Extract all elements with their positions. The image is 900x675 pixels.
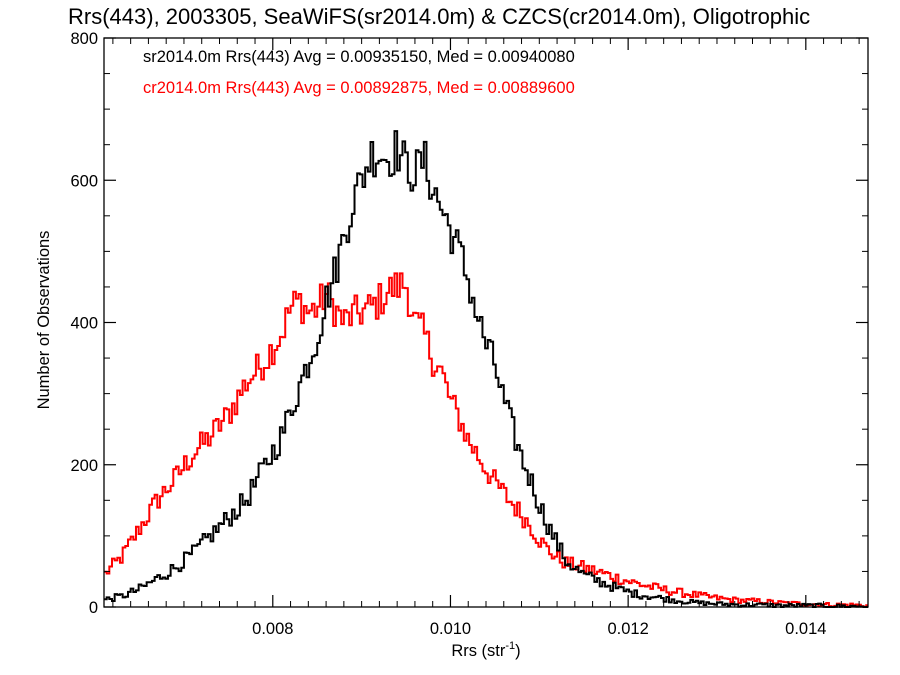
chart-title: Rrs(443), 2003305, SeaWiFS(sr2014.0m) & … <box>68 4 810 29</box>
y-tick-label: 600 <box>70 172 98 190</box>
histogram-series-sr <box>104 130 868 608</box>
plot-frame <box>103 37 869 608</box>
x-axis-label-superscript: -1 <box>505 640 515 652</box>
y-axis-ticks: 0 200 400 600 800 <box>70 30 868 617</box>
x-axis-ticks: 0.008 0.010 0.012 0.014 <box>112 38 860 638</box>
y-tick-label: 400 <box>70 315 98 333</box>
y-tick-label: 800 <box>70 30 98 48</box>
histogram-series-cr <box>104 272 868 608</box>
x-tick-label: 0.014 <box>785 620 826 638</box>
y-tick-label: 200 <box>70 457 98 475</box>
x-axis-label-close: ) <box>515 642 521 660</box>
legend-annotation-sr: sr2014.0m Rrs(443) Avg = 0.00935150, Med… <box>143 48 575 66</box>
y-tick-label: 0 <box>89 599 98 617</box>
legend-annotation-cr: cr2014.0m Rrs(443) Avg = 0.00892875, Med… <box>143 79 575 97</box>
y-axis-label: Number of Observations <box>35 231 53 410</box>
x-tick-label: 0.010 <box>430 620 471 638</box>
x-tick-label: 0.012 <box>607 620 648 638</box>
series-layer <box>104 130 868 608</box>
x-axis-label-main: Rrs (str <box>451 642 506 660</box>
x-tick-label: 0.008 <box>252 620 293 638</box>
x-axis-label: Rrs (str-1) <box>451 640 520 660</box>
